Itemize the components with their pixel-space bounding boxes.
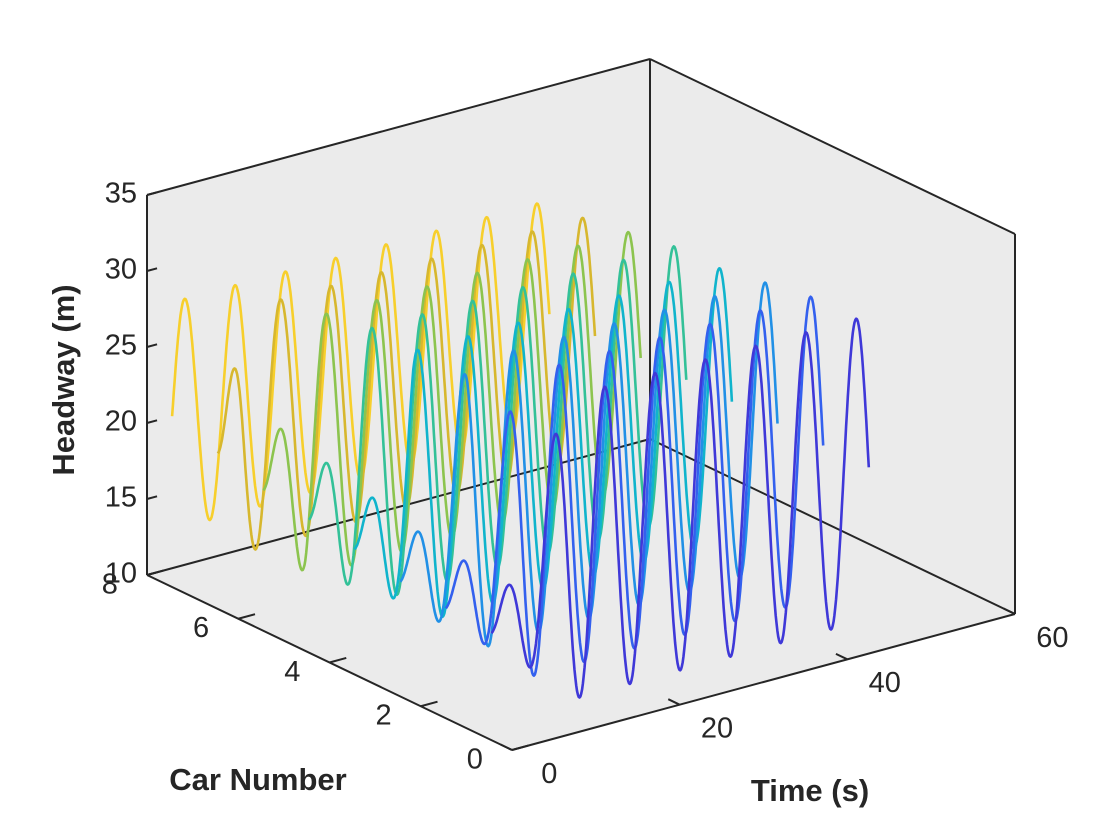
time-tick-label: 40	[869, 667, 901, 699]
headway-tick-label: 15	[105, 482, 137, 514]
side-pane	[650, 59, 1015, 614]
x-axis-title: Time (s)	[751, 773, 869, 808]
car-tick-label: 8	[102, 568, 118, 600]
headway-tick-mark	[146, 419, 158, 424]
headway-tick-mark	[146, 191, 158, 196]
time-tick-label: 60	[1036, 622, 1068, 654]
tick-labels: 0 20 40 60 0 2 4 6 810 15 20 25 30 35	[102, 178, 1069, 790]
side-top-edge	[649, 58, 1016, 235]
y-axis-title: Car Number	[169, 762, 346, 797]
back-top-edge	[146, 58, 651, 196]
z-axis-title: Headway (m)	[46, 284, 81, 475]
time-tick-label: 0	[541, 758, 557, 790]
car-tick-label: 6	[193, 612, 209, 644]
headway-tick-label: 10	[105, 558, 137, 590]
time-axis-line	[511, 613, 1016, 751]
time-tick-label: 20	[701, 712, 733, 744]
floor-back-edge	[146, 438, 651, 576]
headway-tick-mark	[146, 495, 158, 500]
data-series-group	[170, 202, 871, 699]
floor-side-edge	[649, 438, 1016, 615]
headway-tick-label: 30	[105, 254, 137, 286]
headway-tick-label: 25	[105, 330, 137, 362]
headway-tick-mark	[146, 267, 158, 272]
headway-tick-mark	[146, 343, 158, 348]
series-line-car-1	[490, 317, 871, 699]
car-tick-mark	[329, 657, 347, 664]
car-tick-label: 0	[467, 743, 483, 775]
car-tick-mark	[511, 744, 530, 751]
car-tick-mark	[237, 613, 256, 620]
time-tick-mark	[500, 743, 513, 751]
time-tick-mark	[1003, 607, 1016, 615]
car-tick-label: 4	[284, 656, 300, 688]
headway-tick-label: 35	[105, 178, 137, 210]
headway-tick-label: 20	[105, 406, 137, 438]
time-tick-mark	[835, 652, 848, 661]
time-tick-mark	[667, 698, 681, 706]
car-tick-mark	[420, 700, 438, 708]
tick-marks	[146, 191, 1016, 751]
headway-tick-mark	[146, 571, 158, 576]
car-tick-label: 2	[375, 700, 391, 732]
